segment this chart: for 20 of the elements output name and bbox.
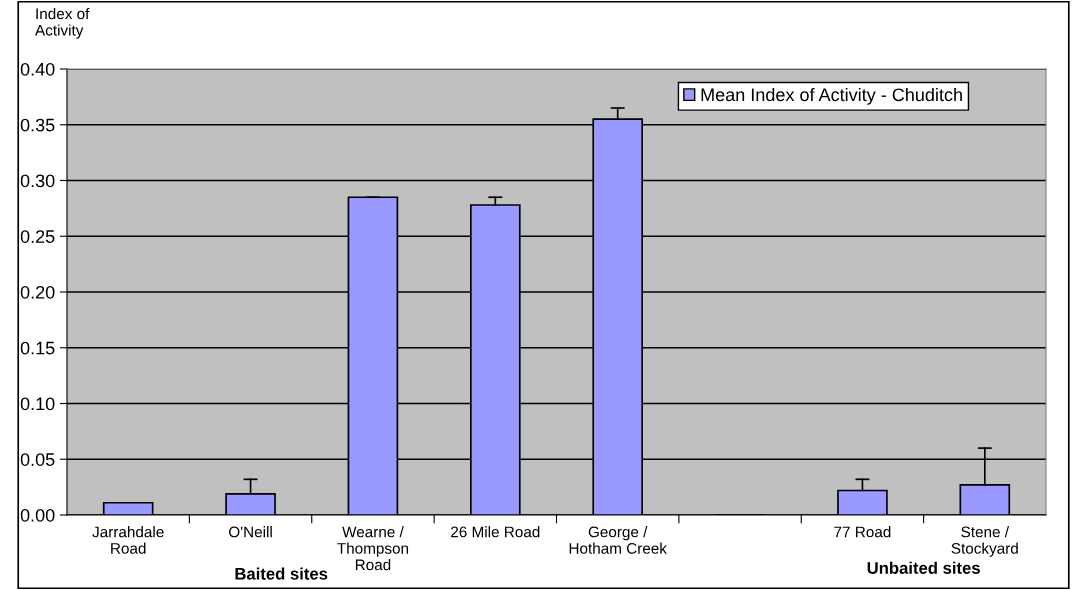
- y-tick-label: 0.10: [20, 397, 55, 411]
- y-tick-label: 0.25: [20, 230, 55, 243]
- y-tick-label: 0.15: [20, 341, 55, 355]
- text: Unbaited sites: [867, 561, 980, 574]
- x-tick-label: Wearne / Thompson Road: [337, 526, 409, 571]
- y-tick-label: 0.00: [20, 508, 55, 522]
- x-tick-label: 77 Road: [834, 526, 891, 538]
- y-tick-label: 0.20: [20, 285, 55, 299]
- y-tick-label: 0.40: [20, 62, 55, 76]
- x-tick-label: George / Hotham Creek: [569, 526, 667, 554]
- x-tick-label: Stene / Stockyard: [951, 526, 1018, 557]
- x-tick-label: Jarrahdale Road: [92, 526, 164, 554]
- y-tick-label: 0.30: [20, 174, 55, 188]
- y-axis-title: Index of Activity: [35, 8, 90, 39]
- legend-label: Mean Index of Activity - Chuditch: [701, 87, 962, 105]
- x-tick-label: 26 Mile Road: [451, 526, 540, 538]
- text: Baited sites: [235, 567, 328, 580]
- x-tick-label: O'Neill: [229, 526, 272, 538]
- y-tick-label: 0.05: [20, 453, 55, 466]
- y-tick-label: 0.35: [20, 118, 55, 132]
